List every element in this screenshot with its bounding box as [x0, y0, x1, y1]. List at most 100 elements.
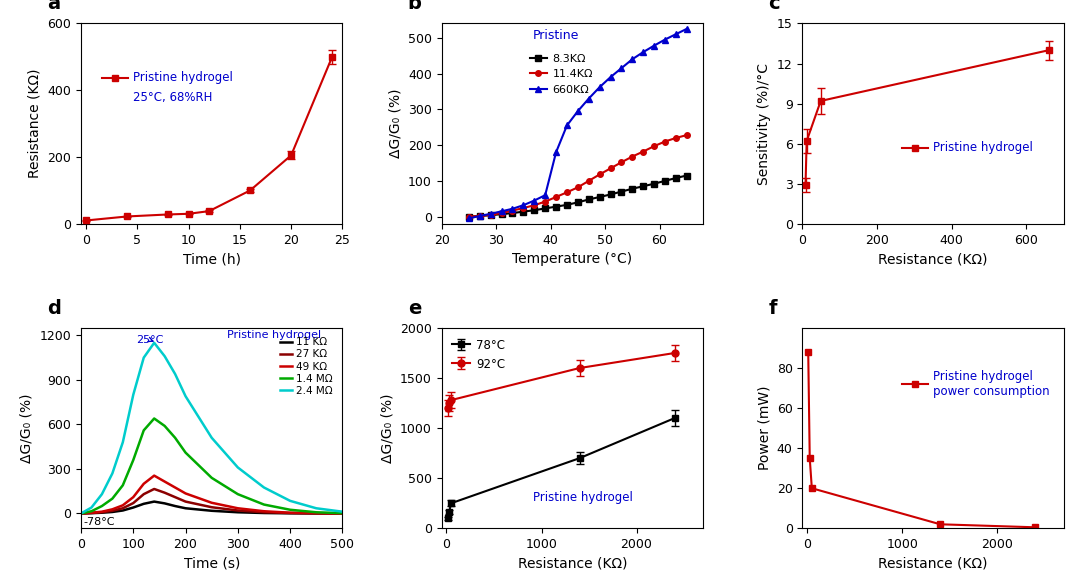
49 KΩ	[231, 505, 244, 512]
27 KΩ	[179, 498, 192, 505]
11 KΩ	[179, 505, 192, 512]
1.4 MΩ	[257, 501, 270, 508]
1.4 MΩ	[231, 491, 244, 498]
8.3KΩ	[637, 183, 650, 190]
49 KΩ	[117, 502, 130, 509]
49 KΩ	[126, 494, 139, 501]
49 KΩ	[95, 508, 108, 515]
11.4KΩ	[507, 207, 519, 214]
Line: 8.3KΩ: 8.3KΩ	[467, 173, 689, 220]
11.4KΩ	[550, 194, 563, 201]
27 KΩ	[284, 510, 297, 517]
2.4 MΩ	[85, 504, 98, 511]
1.4 MΩ	[284, 506, 297, 513]
X-axis label: Resistance (KΩ): Resistance (KΩ)	[878, 556, 988, 571]
11.4KΩ	[625, 153, 638, 160]
660KΩ	[648, 42, 661, 49]
660KΩ	[604, 73, 617, 80]
11 KΩ	[126, 504, 139, 511]
Line: 49 KΩ: 49 KΩ	[81, 475, 342, 514]
11.4KΩ	[561, 189, 573, 196]
Text: Pristine hydrogel: Pristine hydrogel	[933, 141, 1032, 154]
8.3KΩ	[507, 210, 519, 217]
49 KΩ	[75, 510, 87, 517]
Text: f: f	[769, 299, 777, 318]
8.3KΩ	[484, 212, 497, 219]
8.3KΩ	[593, 194, 606, 201]
1.4 MΩ	[75, 510, 87, 517]
Line: 1.4 MΩ: 1.4 MΩ	[81, 419, 342, 514]
8.3KΩ	[615, 188, 627, 195]
2.4 MΩ	[75, 510, 87, 517]
660KΩ	[473, 212, 486, 220]
Line: 11.4KΩ: 11.4KΩ	[467, 132, 689, 220]
660KΩ	[680, 25, 693, 32]
660KΩ	[593, 83, 606, 90]
1.4 MΩ	[117, 482, 130, 489]
2.4 MΩ	[158, 353, 171, 360]
Text: c: c	[769, 0, 780, 14]
49 KΩ	[284, 509, 297, 516]
11 KΩ	[284, 510, 297, 517]
11 KΩ	[168, 502, 181, 510]
X-axis label: Temperature (°C): Temperature (°C)	[512, 252, 633, 266]
8.3KΩ	[648, 180, 661, 187]
11 KΩ	[106, 508, 119, 515]
11.4KΩ	[670, 134, 683, 141]
11.4KΩ	[593, 171, 606, 178]
8.3KΩ	[517, 208, 530, 215]
2.4 MΩ	[106, 470, 119, 477]
Line: 660KΩ: 660KΩ	[467, 26, 689, 221]
Text: Pristine: Pristine	[534, 29, 580, 42]
2.4 MΩ	[336, 508, 349, 515]
27 KΩ	[158, 489, 171, 496]
27 KΩ	[106, 507, 119, 514]
8.3KΩ	[571, 199, 584, 206]
1.4 MΩ	[179, 449, 192, 456]
660KΩ	[484, 210, 497, 217]
8.3KΩ	[473, 212, 486, 220]
11.4KΩ	[462, 213, 475, 220]
1.4 MΩ	[106, 495, 119, 502]
11.4KΩ	[495, 210, 508, 217]
1.4 MΩ	[205, 474, 218, 481]
660KΩ	[615, 65, 627, 72]
11 KΩ	[137, 500, 150, 507]
8.3KΩ	[528, 207, 541, 214]
Line: 2.4 MΩ: 2.4 MΩ	[81, 343, 342, 514]
11 KΩ	[158, 500, 171, 507]
2.4 MΩ	[205, 434, 218, 441]
1.4 MΩ	[168, 434, 181, 441]
Text: Pristine hydrogel: Pristine hydrogel	[228, 330, 322, 340]
11.4KΩ	[582, 177, 595, 184]
11 KΩ	[205, 507, 218, 514]
Text: 25°C, 68%RH: 25°C, 68%RH	[133, 91, 213, 104]
11.4KΩ	[680, 131, 693, 139]
Text: d: d	[48, 299, 60, 318]
8.3KΩ	[659, 177, 672, 184]
660KΩ	[571, 107, 584, 114]
49 KΩ	[148, 472, 161, 479]
11.4KΩ	[539, 198, 552, 205]
27 KΩ	[126, 500, 139, 507]
660KΩ	[637, 49, 650, 56]
Text: 25°C: 25°C	[136, 335, 163, 345]
27 KΩ	[85, 510, 98, 517]
27 KΩ	[205, 504, 218, 511]
1.4 MΩ	[310, 509, 323, 516]
49 KΩ	[257, 508, 270, 515]
49 KΩ	[168, 484, 181, 491]
27 KΩ	[75, 510, 87, 517]
2.4 MΩ	[148, 339, 161, 346]
Text: -78°C: -78°C	[83, 517, 116, 527]
2.4 MΩ	[179, 393, 192, 400]
27 KΩ	[310, 510, 323, 517]
49 KΩ	[336, 510, 349, 517]
2.4 MΩ	[310, 505, 323, 512]
8.3KΩ	[539, 205, 552, 212]
49 KΩ	[158, 478, 171, 485]
660KΩ	[582, 95, 595, 102]
Legend: 8.3KΩ, 11.4KΩ, 660KΩ: 8.3KΩ, 11.4KΩ, 660KΩ	[526, 49, 597, 99]
Text: Pristine hydrogel: Pristine hydrogel	[534, 491, 633, 504]
11.4KΩ	[615, 158, 627, 166]
